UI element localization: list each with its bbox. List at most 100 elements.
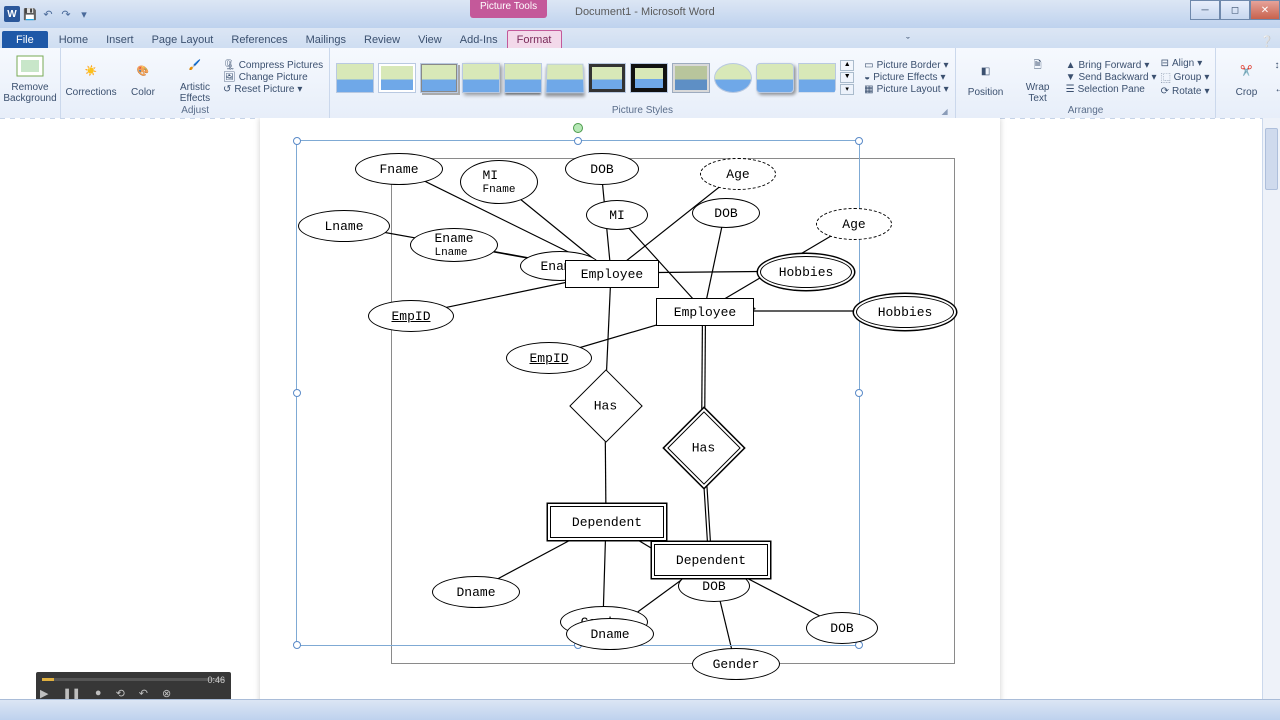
- er-rect-dependent: Dependent: [550, 506, 664, 538]
- resize-handle[interactable]: [293, 641, 301, 649]
- resize-handle[interactable]: [293, 137, 301, 145]
- er-ellipse-empid: EmpID: [368, 300, 454, 332]
- er-ellipse-mi: MI: [586, 200, 648, 230]
- help-icon[interactable]: ❔: [1260, 35, 1274, 48]
- er-ellipse-empid: EmpID: [506, 342, 592, 374]
- minimize-button[interactable]: ─: [1190, 0, 1220, 20]
- tab-page-layout[interactable]: Page Layout: [143, 31, 223, 48]
- er-ellipse-age: Age: [816, 208, 892, 240]
- resize-handle[interactable]: [574, 137, 582, 145]
- style-thumb[interactable]: [462, 63, 500, 93]
- tab-home[interactable]: Home: [50, 31, 97, 48]
- picture-effects-button[interactable]: ◒Picture Effects▾: [864, 72, 948, 83]
- artistic-effects-button[interactable]: 🖌️Artistic Effects: [171, 52, 219, 104]
- gallery-down-icon[interactable]: ▼: [840, 72, 854, 83]
- er-ellipse-dob2: DOB: [806, 612, 878, 644]
- change-picture-button[interactable]: 🖼Change Picture: [223, 72, 323, 83]
- tab-format[interactable]: Format: [507, 30, 562, 48]
- title-bar: W 💾 ↶ ↷ ▾ Picture Tools Document1 - Micr…: [0, 0, 1280, 28]
- status-bar: [0, 699, 1280, 720]
- document-area[interactable]: FnameMIFnameDOBAgeLnameEnameLnameEnameEm…: [0, 118, 1280, 700]
- er-ellipse-lname: Lname: [298, 210, 390, 242]
- style-thumb[interactable]: [504, 63, 542, 93]
- er-ellipse-gender: Gender: [692, 648, 780, 680]
- tab-mailings[interactable]: Mailings: [297, 31, 355, 48]
- style-thumb[interactable]: [714, 63, 752, 93]
- crop-button[interactable]: ✂️Crop: [1222, 57, 1270, 98]
- er-ellipse-hobbies: Hobbies: [760, 256, 852, 288]
- resize-handle[interactable]: [855, 389, 863, 397]
- er-ellipse-ename_small: EnameLname: [410, 228, 498, 262]
- er-ellipse-dob: DOB: [565, 153, 639, 185]
- selection-pane-button[interactable]: ☰Selection Pane: [1066, 84, 1157, 95]
- save-icon[interactable]: 💾: [22, 6, 38, 22]
- redo-icon[interactable]: ↷: [58, 6, 74, 22]
- style-thumb[interactable]: [546, 63, 585, 93]
- style-thumb[interactable]: [336, 63, 374, 93]
- align-button[interactable]: ⊟Align▾: [1161, 58, 1210, 69]
- rotate-handle-icon[interactable]: [573, 123, 583, 133]
- maximize-button[interactable]: ◻: [1220, 0, 1250, 20]
- style-thumb[interactable]: [588, 63, 626, 93]
- er-rect-dependent: Dependent: [654, 544, 768, 576]
- contextual-tab-title: Picture Tools: [470, 0, 547, 18]
- compress-pictures-button[interactable]: 🗜Compress Pictures: [223, 60, 323, 71]
- er-ellipse-dob: DOB: [692, 198, 760, 228]
- style-thumb[interactable]: [672, 63, 710, 93]
- style-thumb[interactable]: [378, 63, 416, 93]
- media-player-overlay: 0:46 ▶ ❚❚ ● ⟲ ↶ ⊗: [36, 672, 231, 702]
- group-background: Remove Background: [0, 48, 61, 118]
- window-controls: ─ ◻ ✕: [1190, 0, 1280, 20]
- group-button[interactable]: ⿺Group▾: [1161, 70, 1210, 85]
- reset-picture-button[interactable]: ↺Reset Picture▾: [223, 84, 323, 95]
- tab-review[interactable]: Review: [355, 31, 409, 48]
- scrollbar-thumb[interactable]: [1265, 128, 1278, 190]
- wrap-text-button[interactable]: 🗎Wrap Text: [1014, 52, 1062, 104]
- time-display: 0:46: [207, 675, 225, 685]
- gallery-more-icon[interactable]: ▾: [840, 84, 854, 95]
- er-ellipse-dname: Dname: [432, 576, 520, 608]
- progress-bar[interactable]: [42, 678, 225, 681]
- remove-background-button[interactable]: Remove Background: [6, 52, 54, 104]
- dialog-launcher-icon[interactable]: ◢: [941, 107, 947, 116]
- color-button[interactable]: 🎨Color: [119, 57, 167, 98]
- er-ellipse-hobbies: Hobbies: [856, 296, 954, 328]
- er-rect-employee: Employee: [565, 260, 659, 288]
- close-button[interactable]: ✕: [1250, 0, 1280, 20]
- group-size: ✂️Crop ↕Height: ▲▼ ↔Width: ▲▼ Size ◢: [1216, 48, 1280, 118]
- style-thumb[interactable]: [756, 63, 794, 93]
- style-thumb[interactable]: [630, 63, 668, 93]
- undo-icon[interactable]: ↶: [40, 6, 56, 22]
- tab-file[interactable]: File: [2, 31, 48, 48]
- ribbon-tabs: File Home Insert Page Layout References …: [0, 28, 1280, 48]
- position-button[interactable]: ◧Position: [962, 57, 1010, 98]
- ribbon: Remove Background ☀️Corrections 🎨Color 🖌…: [0, 48, 1280, 119]
- er-rect-employee: Employee: [656, 298, 754, 326]
- quick-access-toolbar: W 💾 ↶ ↷ ▾: [0, 6, 96, 22]
- vertical-scrollbar[interactable]: [1262, 118, 1280, 700]
- tab-view[interactable]: View: [409, 31, 451, 48]
- style-thumb[interactable]: [420, 63, 458, 93]
- er-ellipse-age: Age: [700, 158, 776, 190]
- tab-insert[interactable]: Insert: [97, 31, 143, 48]
- bring-forward-button[interactable]: ▲Bring Forward▾: [1066, 60, 1157, 71]
- resize-handle[interactable]: [293, 389, 301, 397]
- page: FnameMIFnameDOBAgeLnameEnameLnameEnameEm…: [260, 118, 1000, 700]
- group-picture-styles: ▲ ▼ ▾ ▭Picture Border▾ ◒Picture Effects▾…: [330, 48, 955, 118]
- word-icon: W: [4, 6, 20, 22]
- picture-layout-button[interactable]: ▦Picture Layout▾: [864, 84, 948, 95]
- document-title: Document1 - Microsoft Word: [575, 6, 715, 18]
- tab-addins[interactable]: Add-Ins: [451, 31, 507, 48]
- style-thumb[interactable]: [798, 63, 836, 93]
- rotate-button[interactable]: ⟳Rotate▾: [1161, 86, 1210, 97]
- picture-border-button[interactable]: ▭Picture Border▾: [864, 60, 948, 71]
- tab-references[interactable]: References: [222, 31, 296, 48]
- send-backward-button[interactable]: ▼Send Backward▾: [1066, 72, 1157, 83]
- group-adjust: ☀️Corrections 🎨Color 🖌️Artistic Effects …: [61, 48, 330, 118]
- er-ellipse-dname: Dname: [566, 618, 654, 650]
- resize-handle[interactable]: [855, 137, 863, 145]
- corrections-button[interactable]: ☀️Corrections: [67, 57, 115, 98]
- gallery-up-icon[interactable]: ▲: [840, 60, 854, 71]
- qat-more-icon[interactable]: ▾: [76, 6, 92, 22]
- ribbon-minimize-icon[interactable]: ˇ: [906, 36, 910, 48]
